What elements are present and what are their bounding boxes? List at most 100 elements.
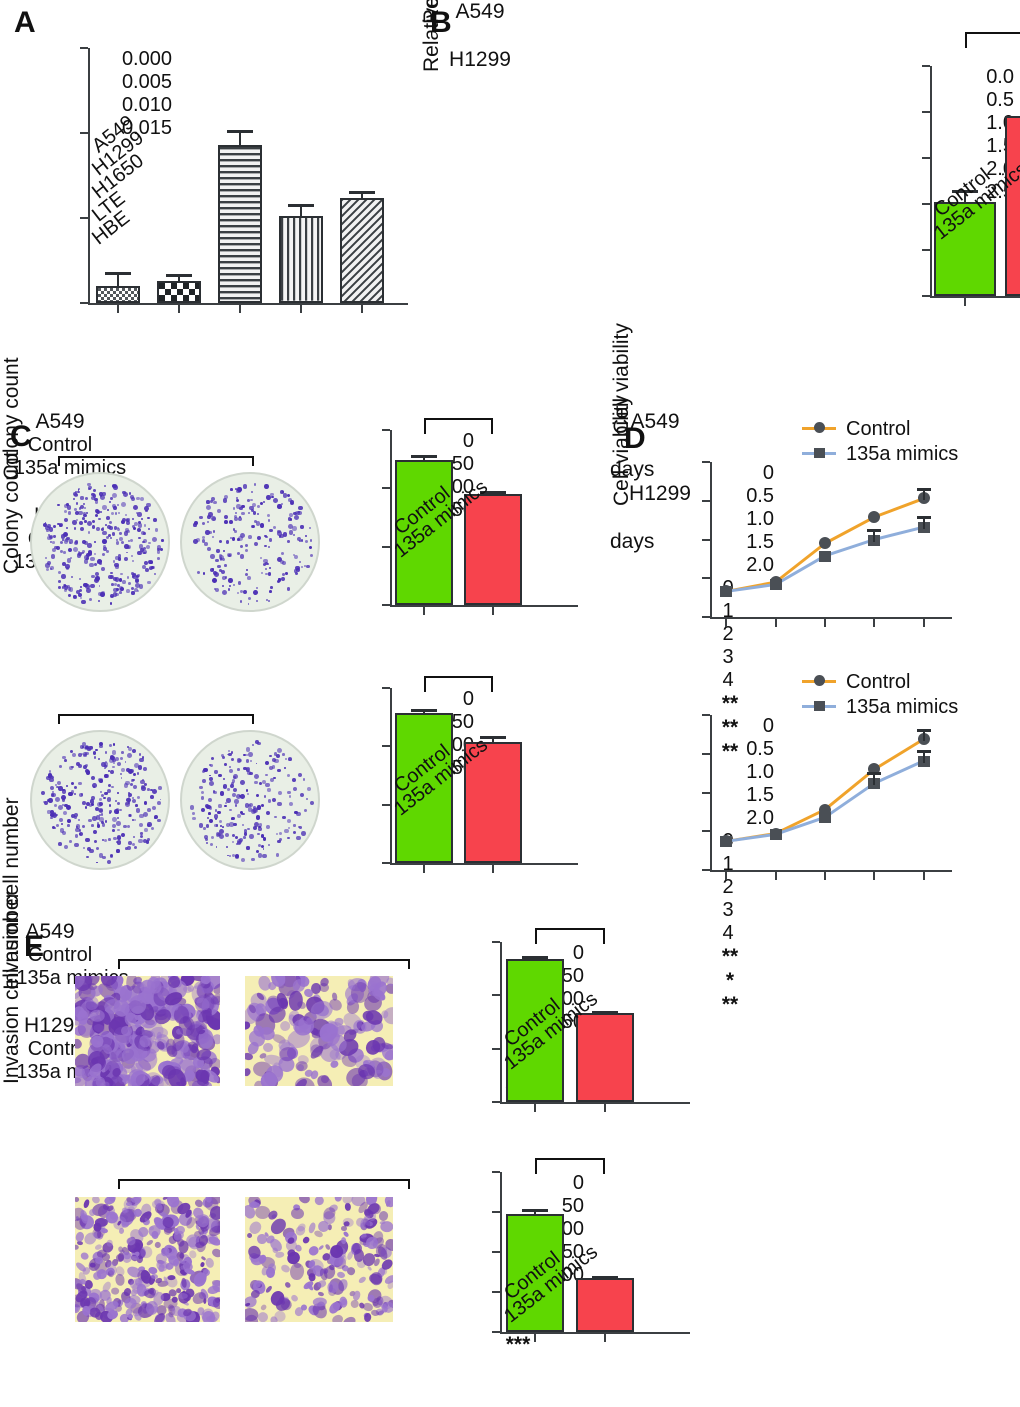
colony-dot [156,801,161,806]
colony-dot [83,559,89,564]
significance-label: ** [721,740,739,763]
colony-dot [102,855,106,860]
data-point-square [819,550,831,562]
colony-dot [131,554,134,557]
panel-letter-a: A [14,6,36,39]
colony-dot [49,785,54,790]
colony-dot [99,744,103,749]
y-tick-label: 1.5 [746,531,774,553]
error-bar-cap [591,1011,618,1015]
colony-dot [276,531,282,536]
colony-dot [248,751,253,757]
colony-dot [85,552,90,558]
colony-dot [65,527,68,530]
panel-e-row-0-group-title: A549 [25,920,75,943]
colony-dot [246,846,250,850]
colony-dot [126,767,131,773]
colony-dot [210,756,215,760]
colony-dot [218,774,222,778]
colony-dot [273,525,277,529]
colony-dot [201,521,206,526]
colony-dot [218,804,222,808]
colony-dot [201,539,205,543]
colony-dot [217,564,221,568]
colony-dot [82,801,87,806]
colony-dot [261,845,265,849]
error-bar-cap [479,735,506,739]
colony-dot [75,824,80,829]
bracket-top [965,32,1020,34]
colony-dot [248,535,253,540]
x-axis-line [390,863,578,865]
colony-dot [77,818,81,821]
colony-dot [142,839,147,844]
bar [934,202,997,296]
colony-dot [237,591,240,595]
colony-dot [134,762,140,768]
y-tick [382,862,390,864]
x-axis-line [390,605,578,607]
stained-cell [339,1296,349,1308]
colony-dot [229,536,233,539]
colony-dot [259,781,263,786]
colony-dot [47,810,51,814]
colony-dot [109,810,113,813]
colony-dot [131,574,137,579]
colony-dot [132,785,138,790]
colony-dot [301,831,307,836]
colony-dot [120,833,125,838]
colony-dot [241,857,246,862]
colony-dot [65,567,69,570]
colony-dot [224,575,228,579]
bar [279,216,324,303]
colony-dot [296,536,302,542]
error-bar-cap [521,955,548,959]
stained-cell [314,1197,325,1206]
y-tick [922,249,930,251]
colony-dot [264,561,268,565]
colony-dot [234,799,239,804]
colony-dot [87,531,91,534]
y-tick [492,1171,500,1173]
colony-dot [66,558,72,563]
colony-dot [113,836,118,841]
panel-e-row-0-bracket [118,959,410,969]
colony-dot [114,756,119,761]
colony-dot [92,783,98,788]
y-tick [382,803,390,806]
colony-dot [103,761,108,766]
colony-dot [57,522,60,526]
stained-cell [378,1209,390,1222]
colony-dot [272,797,277,803]
colony-dot [247,499,250,502]
y-tick [492,1101,500,1103]
colony-dot [62,789,67,794]
colony-dot [286,790,291,795]
y-tick [702,499,710,502]
colony-dot [103,764,108,769]
y-tick-label: 50 [451,711,474,733]
colony-dot [113,587,118,592]
colony-dot [309,539,313,543]
stained-cell [197,1306,205,1316]
colony-dot [141,564,147,569]
colony-dot [74,540,79,544]
colony-dot [50,809,55,815]
colony-dot [107,859,112,864]
data-point-square [720,836,733,848]
colony-dot [207,797,213,803]
colony-dot [257,741,262,746]
colony-dot [255,849,260,853]
colony-dot [262,779,267,785]
colony-dot [86,521,92,527]
colony-dot [135,575,139,579]
colony-dot [289,500,294,505]
colony-dot [243,836,246,839]
panel-b-chart-0-title: A549 [455,0,505,23]
colony-dot [219,834,225,840]
colony-dot [78,551,83,556]
colony-dot [221,754,225,757]
colony-dot [250,525,254,529]
colony-dot [121,751,124,755]
colony-dot [81,599,87,605]
